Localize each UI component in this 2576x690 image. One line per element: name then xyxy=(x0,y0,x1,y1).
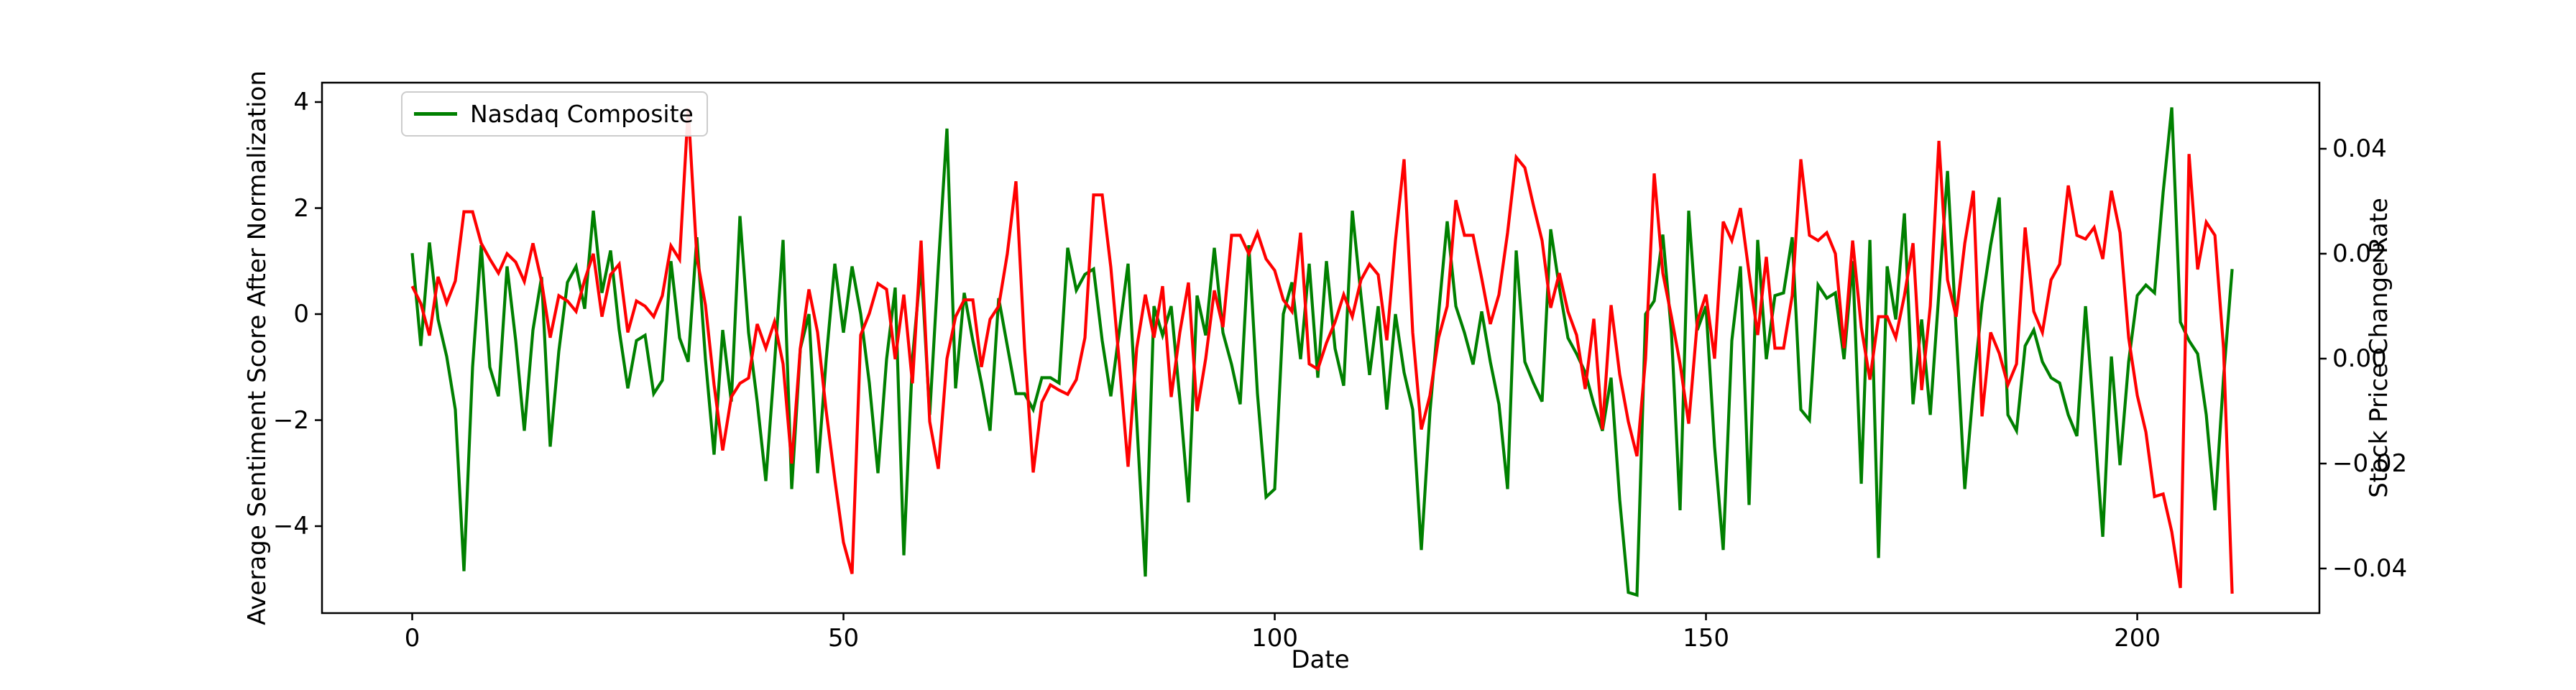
y-axis-label-right: Stock Price Change Rate xyxy=(2365,198,2393,498)
y-right-tick-label-3: −0.02 xyxy=(2332,448,2408,478)
legend-line-sample xyxy=(414,112,457,116)
legend-label: Nasdaq Composite xyxy=(470,100,694,128)
y-right-tick-label-1: 0.02 xyxy=(2332,239,2387,268)
series-price-rate-line xyxy=(410,108,2234,594)
y-left-tick-label-2: 0 xyxy=(293,300,309,329)
y-left-tick-label-3: −2 xyxy=(272,405,309,435)
x-tick-label-100: 100 xyxy=(1251,624,1298,653)
y-left-tick-label-0: 4 xyxy=(293,87,309,116)
x-tick-label-200: 200 xyxy=(2114,624,2161,653)
y-right-tick-label-2: 0.00 xyxy=(2332,344,2387,373)
x-tick-label-150: 150 xyxy=(1683,624,1729,653)
legend[interactable]: Nasdaq Composite xyxy=(401,91,708,137)
series-sentiment-line xyxy=(410,107,2234,597)
x-tick-label-0: 0 xyxy=(404,624,420,653)
y-left-tick-label-4: −4 xyxy=(272,512,309,541)
y-right-tick-label-0: 0.04 xyxy=(2332,134,2387,163)
x-tick-label-50: 50 xyxy=(827,624,860,653)
y-left-tick-label-1: 2 xyxy=(293,193,309,223)
y-right-tick-label-4: −0.04 xyxy=(2332,553,2408,583)
plot-border xyxy=(321,81,2321,615)
x-axis-label: Date xyxy=(1291,645,1350,674)
y-axis-label-left: Average Sentiment Score After Normalizat… xyxy=(243,70,272,625)
